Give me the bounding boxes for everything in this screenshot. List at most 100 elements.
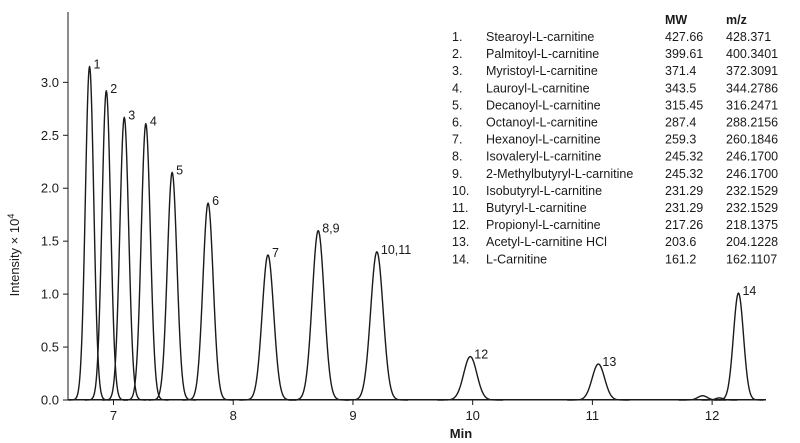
peak-trace: [182, 202, 234, 401]
table-row-mw: 315.45: [665, 98, 703, 112]
table-row-mz: 372.3091: [726, 64, 778, 78]
table-row-compound: Propionyl-L-carnitine: [486, 218, 601, 232]
table-row-compound: Hexanoyl-L-carnitine: [486, 133, 601, 147]
y-tick-label: 3.0: [41, 75, 59, 90]
table-row-compound: Butyryl-L-carnitine: [486, 201, 587, 215]
table-row-number: 2.: [452, 47, 462, 61]
table-row-number: 3.: [452, 64, 462, 78]
table-row-number: 7.: [452, 133, 462, 147]
y-axis-title-exponent: 4: [6, 214, 16, 219]
peak-trace: [84, 90, 129, 401]
y-tick-label: 0.0: [41, 393, 59, 408]
table-row-mz: 400.3401: [726, 47, 778, 61]
x-tick-label: 8: [230, 408, 237, 423]
y-axis-ticks: 0.0 0.5 1.0 1.5 2.0 2.5 3.0: [41, 75, 68, 408]
table-row-mw: 399.61: [665, 47, 703, 61]
table-row-mz: 316.2471: [726, 98, 778, 112]
table-row-number: 14.: [452, 252, 469, 266]
table-row-mz: 246.1700: [726, 150, 778, 164]
peak-trace: [239, 254, 297, 401]
peak-label: 10,11: [381, 243, 411, 257]
table-row-number: 1.: [452, 30, 462, 44]
table-row-compound: 2-Methylbutyryl-L-carnitine: [486, 167, 633, 181]
table-row-compound: Isobutyryl-L-carnitine: [486, 184, 602, 198]
table-row-mz: 288.2156: [726, 116, 778, 130]
peak-trace: [101, 116, 147, 401]
peak-label: 13: [602, 355, 616, 369]
peak-trace: [437, 355, 504, 401]
table-row-mz: 246.1700: [726, 167, 778, 181]
table-row-compound: L-Carnitine: [486, 252, 547, 266]
table-row-mw: 245.32: [665, 150, 703, 164]
peak-trace: [567, 363, 630, 401]
peak-trace: [713, 292, 764, 401]
y-tick-label: 2.0: [41, 181, 59, 196]
peak-label: 1: [94, 57, 101, 71]
peak-label: 14: [742, 284, 756, 298]
table-header-mw: MW: [665, 13, 687, 27]
table-row-mw: 161.2: [665, 252, 696, 266]
peak-trace: [122, 122, 169, 401]
table-row-mw: 231.29: [665, 184, 703, 198]
peak-label: 5: [176, 163, 183, 177]
table-row-mw: 287.4: [665, 116, 696, 130]
peak-label: 2: [110, 82, 117, 96]
table-row-mz: 204.1228: [726, 235, 778, 249]
table-row-number: 9.: [452, 167, 462, 181]
table-row-compound: Acetyl-L-carnitine HCl: [486, 235, 607, 249]
table-row-mz: 232.1529: [726, 184, 778, 198]
table-row-mw: 343.5: [665, 81, 696, 95]
peak-label: 4: [150, 115, 157, 129]
table-row-compound: Stearoyl-L-carnitine: [486, 30, 594, 44]
table-row-mw: 217.26: [665, 218, 703, 232]
table-row-mw: 203.6: [665, 235, 696, 249]
table-row-compound: Palmitoyl-L-carnitine: [486, 47, 599, 61]
chromatogram-traces: [68, 65, 766, 401]
x-tick-label: 9: [349, 408, 356, 423]
table-row-mw: 231.29: [665, 201, 703, 215]
x-axis-title: Min: [450, 426, 472, 441]
compound-table: MW m/z 1. Stearoyl-L-carnitine 427.66 428.3…: [452, 13, 778, 266]
table-row-mz: 428.371: [726, 30, 771, 44]
x-tick-label: 7: [110, 408, 117, 423]
table-row-compound: Myristoyl-L-carnitine: [486, 64, 598, 78]
table-row-mw: 259.3: [665, 133, 696, 147]
table-row-compound: Decanoyl-L-carnitine: [486, 98, 601, 112]
y-tick-label: 0.5: [41, 340, 59, 355]
peak-trace: [68, 65, 111, 401]
x-axis-ticks: 7 8 9 10 11 12: [110, 400, 719, 423]
y-tick-label: 1.0: [41, 287, 59, 302]
table-row-compound: Lauroyl-L-carnitine: [486, 81, 590, 95]
table-row-number: 13.: [452, 235, 469, 249]
peak-label: 7: [272, 246, 279, 260]
peak-trace: [345, 251, 409, 401]
x-tick-label: 10: [465, 408, 479, 423]
peak-label: 12: [474, 348, 488, 362]
table-row-mw: 371.4: [665, 64, 696, 78]
table-header-mz: m/z: [726, 13, 747, 27]
table-row-number: 6.: [452, 116, 462, 130]
x-tick-label: 11: [586, 408, 600, 423]
table-row-number: 5.: [452, 98, 462, 112]
table-row-number: 8.: [452, 150, 462, 164]
peak-label: 3: [128, 108, 135, 122]
table-row-mz: 218.1375: [726, 218, 778, 232]
table-row-number: 10.: [452, 184, 469, 198]
y-tick-label: 1.5: [41, 234, 59, 249]
peak-label: 6: [212, 194, 219, 208]
peak-label: 8,9: [322, 222, 339, 236]
table-row-mz: 232.1529: [726, 201, 778, 215]
y-axis-title: Intensity × 104: [6, 214, 22, 297]
peak-trace: [288, 229, 349, 401]
table-row-mz: 260.1846: [726, 133, 778, 147]
axes: [67, 12, 766, 401]
y-tick-label: 2.5: [41, 128, 59, 143]
table-row-number: 4.: [452, 81, 462, 95]
table-row-number: 12.: [452, 218, 469, 232]
table-row-number: 11.: [452, 201, 468, 215]
x-tick-label: 12: [705, 408, 719, 423]
table-row-mz: 162.1107: [726, 252, 777, 266]
table-row-compound: Isovaleryl-L-carnitine: [486, 150, 601, 164]
